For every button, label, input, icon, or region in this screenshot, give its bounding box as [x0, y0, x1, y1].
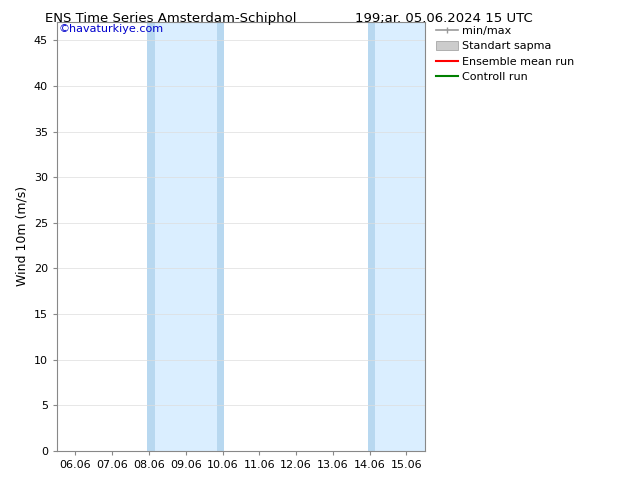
Bar: [375, 22, 425, 451]
Text: ENS Time Series Amsterdam-Schiphol: ENS Time Series Amsterdam-Schiphol: [46, 12, 297, 25]
Y-axis label: Wind 10m (m/s): Wind 10m (m/s): [15, 186, 29, 287]
Text: 199;ar. 05.06.2024 15 UTC: 199;ar. 05.06.2024 15 UTC: [355, 12, 533, 25]
Bar: [155, 22, 217, 451]
Bar: [368, 22, 375, 451]
Text: ©havaturkiye.com: ©havaturkiye.com: [59, 24, 164, 34]
Legend: min/max, Standart sapma, Ensemble mean run, Controll run: min/max, Standart sapma, Ensemble mean r…: [434, 24, 578, 85]
Bar: [217, 22, 224, 451]
Bar: [147, 22, 155, 451]
